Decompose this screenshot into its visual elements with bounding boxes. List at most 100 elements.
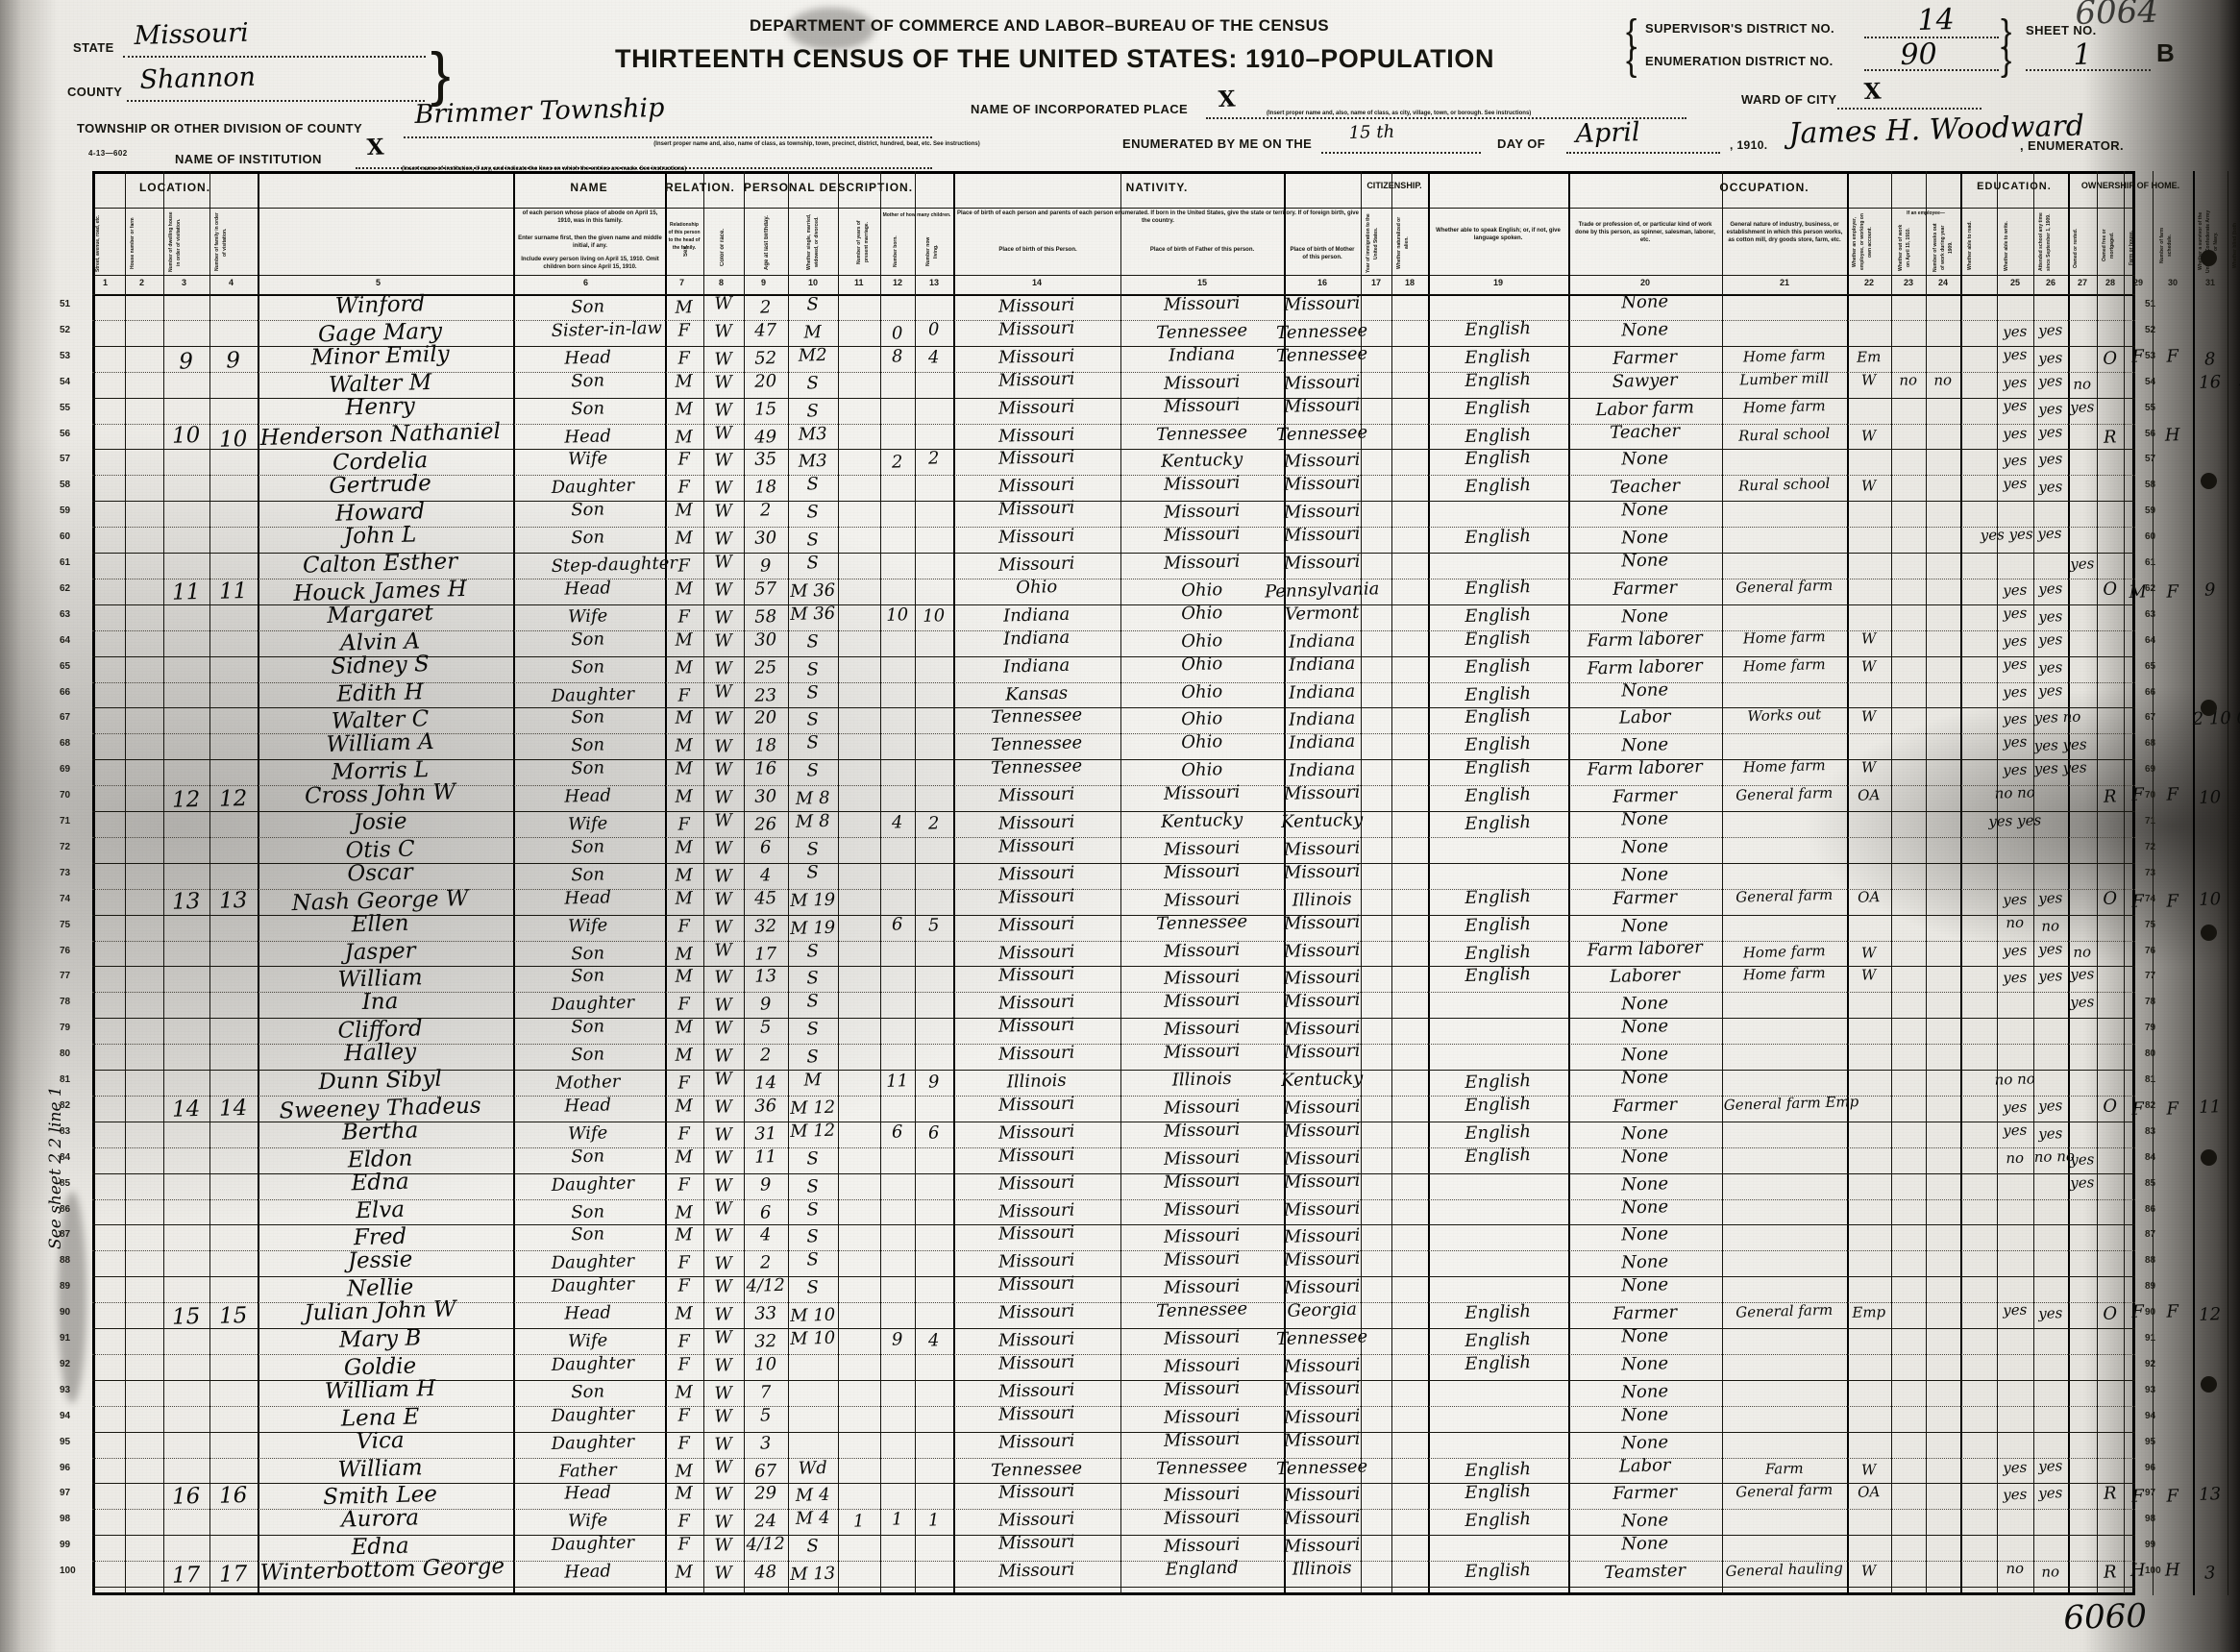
row-separator [92, 992, 2135, 994]
column-number: 17 [1371, 278, 1382, 287]
line-number-right: 94 [2145, 1410, 2156, 1421]
column-number: 9 [761, 278, 767, 287]
row-separator [92, 501, 2135, 503]
line-number-right: 74 [2145, 893, 2156, 904]
line-number-right: 57 [2145, 454, 2156, 465]
row-separator [92, 1250, 2135, 1252]
column-number: 30 [2168, 278, 2178, 287]
vrule-relation [665, 171, 667, 1595]
column-number: 3 [182, 278, 187, 287]
line-number-left: 52 [60, 324, 71, 335]
line-number-right: 72 [2145, 841, 2156, 852]
line-number-left: 53 [60, 350, 71, 361]
vrule-family [258, 171, 259, 1595]
line-number-right: 71 [2145, 816, 2156, 826]
line-number-left: 55 [60, 402, 71, 413]
line-number-right: 85 [2145, 1177, 2156, 1189]
row-separator [92, 1535, 2135, 1537]
ink-smudge-top [788, 8, 874, 50]
group-personal-description: PERSONAL DESCRIPTION. [743, 181, 914, 194]
row-separator [92, 449, 2135, 451]
punch-hole-2 [2201, 473, 2217, 489]
state-county-brace: } [431, 41, 452, 108]
day-of-label: DAY OF [1497, 136, 1546, 151]
row-separator [92, 1509, 2135, 1511]
supervisor-rule [1864, 37, 1999, 38]
district-brace-right: }} [2001, 13, 2012, 79]
row-separator [92, 371, 2135, 373]
line-number-left: 63 [60, 608, 71, 620]
line-number-right: 65 [2145, 660, 2156, 672]
line-number-right: 92 [2145, 1358, 2156, 1369]
vrule-house [163, 171, 164, 1595]
county-rule [127, 100, 425, 102]
vrule-naturalized [1428, 171, 1430, 1595]
column-number: 16 [1317, 278, 1328, 287]
row-separator [92, 1276, 2135, 1278]
line-number-right: 56 [2145, 428, 2156, 439]
vrule-write [2033, 171, 2034, 1595]
row-separator [92, 1431, 2135, 1433]
row-separator [92, 1018, 2135, 1020]
hrule-sub [92, 275, 2135, 276]
row-separator [92, 655, 2135, 657]
line-number-left: 91 [60, 1333, 71, 1344]
column-number: 15 [1197, 278, 1208, 287]
vrule-immigration [1391, 171, 1392, 1595]
ward-label: WARD OF CITY [1741, 92, 1837, 107]
line-number-right: 86 [2145, 1203, 2156, 1215]
vrule-farmhouse [2153, 171, 2154, 1595]
incorporated-rule [1206, 117, 1686, 119]
row-separator [92, 1405, 2135, 1407]
vrule-weeks [1960, 171, 1962, 1595]
punch-hole-4 [2201, 925, 2217, 941]
line-number-right: 60 [2145, 531, 2156, 543]
line-number-right: 67 [2145, 712, 2156, 724]
punch-hole-3 [2201, 700, 2217, 716]
vrule-mortgage [2124, 171, 2125, 1595]
line-number-right: 59 [2145, 505, 2156, 517]
row-separator [92, 940, 2135, 942]
row-separator [92, 553, 2135, 554]
vrule-employer [1891, 171, 1892, 1595]
group-nativity: NATIVITY. [1125, 181, 1189, 194]
line-number-left: 81 [60, 1074, 71, 1085]
line-number-left: 61 [60, 557, 71, 568]
row-separator [92, 1379, 2135, 1381]
head-nativity-note: Place of birth of each person and parent… [957, 210, 1359, 224]
line-number-left: 64 [60, 634, 71, 646]
vrule-pob-father [1284, 171, 1286, 1595]
column-number: 10 [808, 278, 819, 287]
line-number-left: 87 [60, 1229, 71, 1241]
column-number: 5 [376, 278, 382, 287]
head-pob-person: Place of birth of this Person. [998, 247, 1077, 253]
line-number-left: 71 [60, 816, 71, 826]
column-number: 22 [1864, 278, 1875, 287]
line-number-left: 65 [60, 660, 71, 672]
line-number-right: 77 [2145, 971, 2156, 982]
line-number-right: 89 [2145, 1281, 2156, 1293]
vrule-own [2097, 171, 2098, 1595]
township-label: TOWNSHIP OR OTHER DIVISION OF COUNTY [77, 121, 363, 136]
vrule-street [125, 171, 126, 1595]
line-number-right: 78 [2145, 997, 2156, 1008]
line-number-right: 95 [2145, 1436, 2156, 1447]
vrule-industry [1847, 171, 1849, 1595]
column-number: 20 [1640, 278, 1651, 287]
sheet-label: SHEET NO. [2026, 23, 2097, 37]
line-number-left: 73 [60, 867, 71, 878]
line-number-left: 90 [60, 1307, 71, 1319]
line-number-left: 77 [60, 971, 71, 982]
row-separator [92, 811, 2135, 812]
incorporated-label: NAME OF INCORPORATED PLACE [971, 102, 1189, 116]
vrule-english [1568, 171, 1570, 1595]
ward-rule [1837, 108, 1982, 110]
line-number-left: 96 [60, 1462, 71, 1473]
line-number-right: 70 [2145, 790, 2156, 801]
column-number: 23 [1904, 278, 1914, 287]
township-note: (Insert proper name and, also, name of c… [653, 141, 980, 147]
head-industry: General nature of industry, business, or… [1726, 222, 1843, 243]
